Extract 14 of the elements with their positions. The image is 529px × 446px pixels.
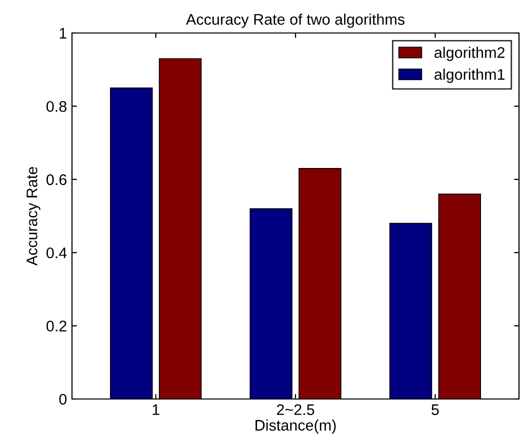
y-tick-label: 0.8 — [46, 101, 66, 112]
y-tick-label: 0.6 — [46, 174, 66, 186]
x-tick-label: 1 — [152, 404, 160, 415]
y-axis-title: Accuracy Rate — [26, 167, 40, 266]
chart-title: Accuracy Rate of two algorithms — [186, 14, 404, 28]
x-tick-label: 5 — [432, 404, 439, 416]
legend-label: algorithm2 — [434, 46, 504, 61]
y-tick-label: 0.4 — [46, 247, 67, 258]
y-tick-label: 0.2 — [46, 320, 66, 332]
x-axis-title: Distance(m) — [256, 419, 336, 434]
x-tick-label: 2~2.5 — [276, 404, 314, 416]
legend-label: algorithm1 — [434, 68, 505, 83]
y-tick-label: 1 — [60, 28, 66, 39]
y-tick-label: 0 — [59, 394, 67, 405]
